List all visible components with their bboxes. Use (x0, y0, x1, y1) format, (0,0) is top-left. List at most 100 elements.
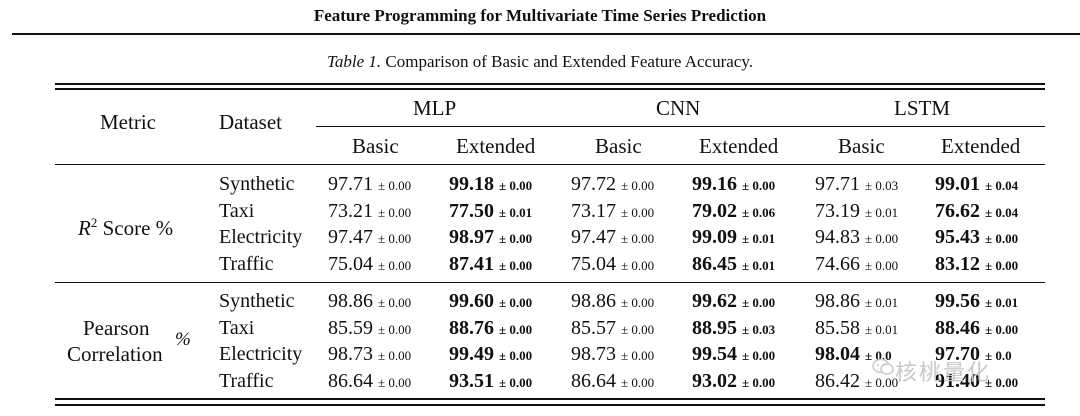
cell-value: 99.56 (935, 290, 980, 312)
value-cell: 97.71 ± 0.03 (815, 172, 898, 198)
cell-stddev: ± 0.00 (742, 374, 776, 390)
value-cell: 99.49 ± 0.00 (449, 342, 532, 368)
cell-stddev: ± 0.00 (621, 295, 655, 310)
cell-value: 86.42 (815, 369, 860, 392)
metric-r2-rest: Score % (97, 216, 174, 240)
value-cell: 97.47 ± 0.00 (328, 225, 411, 251)
value-cell: 86.45 ± 0.01 (692, 252, 775, 278)
value-cell: 73.19 ± 0.01 (815, 199, 898, 225)
header-dataset: Dataset (219, 110, 282, 134)
cell-value: 88.95 (692, 316, 737, 339)
value-cell: 98.86 ± 0.00 (571, 289, 654, 315)
value-cell: 97.47 ± 0.00 (571, 225, 654, 251)
dataset-label: Traffic (219, 369, 274, 392)
value-cell: 98.73 ± 0.00 (571, 342, 654, 368)
value-cell: 97.72 ± 0.00 (571, 172, 654, 198)
cell-stddev: ± 0.00 (621, 348, 655, 363)
header-lstm: LSTM (894, 96, 951, 120)
cell-value: 79.02 (692, 199, 737, 222)
value-cell: 85.59 ± 0.00 (328, 316, 411, 342)
metric-pearson-line1: Pearson (83, 316, 150, 340)
cell-value: 85.59 (328, 316, 373, 339)
cell-value: 85.58 (815, 316, 860, 339)
cell-stddev: ± 0.00 (985, 231, 1019, 246)
cell-stddev: ± 0.00 (378, 374, 412, 390)
cell-value: 99.09 (692, 226, 737, 248)
value-cell: 94.83 ± 0.00 (815, 225, 898, 251)
header-cnn-extended: Extended (699, 134, 779, 158)
cell-value: 86.64 (571, 369, 616, 392)
value-cell: 83.12 ± 0.00 (935, 252, 1018, 278)
cell-stddev: ± 0.00 (985, 374, 1019, 390)
cell-stddev: ± 0.00 (621, 204, 655, 220)
cell-stddev: ± 0.00 (499, 295, 533, 310)
cell-stddev: ± 0.01 (742, 231, 776, 246)
cell-stddev: ± 0.01 (499, 204, 533, 220)
cell-stddev: ± 0.00 (621, 231, 655, 246)
value-cell: 75.04 ± 0.00 (328, 252, 411, 278)
header-lstm-extended: Extended (941, 134, 1021, 158)
value-cell: 95.43 ± 0.00 (935, 225, 1018, 251)
cell-value: 73.19 (815, 199, 860, 222)
cell-stddev: ± 0.00 (378, 348, 412, 363)
cell-stddev: ± 0.00 (865, 374, 899, 390)
cell-value: 97.71 (328, 173, 373, 195)
cell-stddev: ± 0.00 (621, 178, 655, 193)
cell-value: 99.16 (692, 173, 737, 195)
metric-pearson-pct: % (175, 329, 191, 350)
cell-stddev: ± 0.00 (865, 231, 899, 246)
cell-value: 88.46 (935, 316, 980, 339)
cell-value: 98.73 (571, 343, 616, 365)
cell-value: 99.18 (449, 173, 494, 195)
group-separator-rule (55, 282, 1045, 283)
value-cell: 88.76 ± 0.00 (449, 316, 532, 342)
value-cell: 75.04 ± 0.00 (571, 252, 654, 278)
header-cnn-basic: Basic (595, 134, 642, 158)
cell-value: 98.73 (328, 343, 373, 365)
cell-stddev: ± 0.00 (499, 374, 533, 390)
value-cell: 98.73 ± 0.00 (328, 342, 411, 368)
cell-stddev: ± 0.03 (865, 178, 899, 193)
value-cell: 99.18 ± 0.00 (449, 172, 532, 198)
header-mlp-basic: Basic (352, 134, 399, 158)
cell-stddev: ± 0.00 (742, 178, 776, 193)
dataset-label: Electricity (219, 226, 303, 248)
cnn-cmidrule (566, 126, 810, 127)
cell-stddev: ± 0.00 (985, 321, 1019, 337)
value-cell: 98.04 ± 0.0 (815, 342, 892, 368)
value-cell: 88.95 ± 0.03 (692, 316, 775, 342)
cell-value: 93.51 (449, 369, 494, 392)
cell-stddev: ± 0.00 (621, 257, 655, 273)
cell-value: 88.76 (449, 316, 494, 339)
header-bottom-rule (55, 164, 1045, 165)
cell-stddev: ± 0.00 (378, 178, 412, 193)
cell-stddev: ± 0.00 (499, 231, 533, 246)
cell-stddev: ± 0.01 (865, 295, 899, 310)
cell-value: 97.47 (571, 226, 616, 248)
cell-value: 99.62 (692, 290, 737, 312)
header-cnn: CNN (656, 96, 701, 120)
value-cell: 97.70 ± 0.0 (935, 342, 1012, 368)
cell-value: 73.21 (328, 199, 373, 222)
value-cell: 88.46 ± 0.00 (935, 316, 1018, 342)
value-cell: 73.21 ± 0.00 (328, 199, 411, 225)
cell-value: 97.71 (815, 173, 860, 195)
metric-pearson-line2: Correlation (67, 342, 163, 366)
value-cell: 98.86 ± 0.01 (815, 289, 898, 315)
cell-value: 87.41 (449, 252, 494, 275)
metric-r2-score: R2 Score % (78, 211, 173, 240)
cell-stddev: ± 0.00 (742, 348, 776, 363)
cell-value: 75.04 (571, 252, 616, 275)
cell-value: 97.70 (935, 343, 980, 365)
caption-label: Table 1. (326, 52, 382, 71)
dataset-label: Taxi (219, 199, 255, 222)
bottom-rule-2 (55, 404, 1045, 406)
cell-stddev: ± 0.06 (742, 204, 776, 220)
dataset-label: Synthetic (219, 173, 295, 195)
cell-value: 99.49 (449, 343, 494, 365)
cell-stddev: ± 0.01 (865, 204, 899, 220)
cell-stddev: ± 0.0 (865, 348, 892, 363)
top-rule-1 (55, 83, 1045, 85)
top-rule-2 (55, 88, 1045, 90)
cell-stddev: ± 0.00 (378, 295, 412, 310)
